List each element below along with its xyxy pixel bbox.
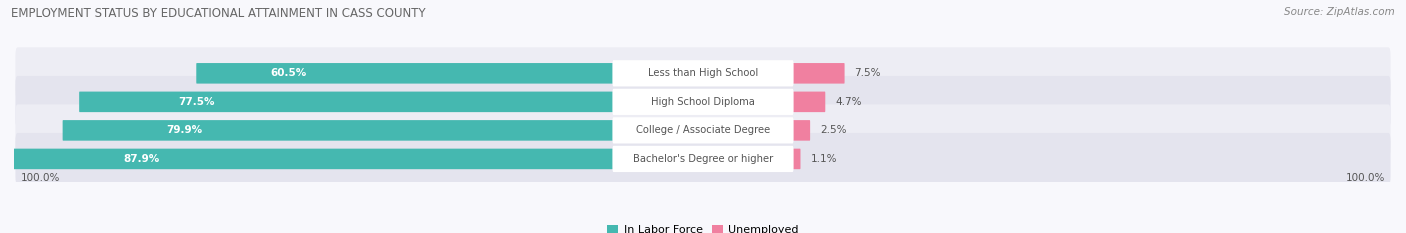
Text: 77.5%: 77.5% [179, 97, 215, 107]
FancyBboxPatch shape [792, 63, 845, 84]
FancyBboxPatch shape [63, 120, 614, 141]
Text: 7.5%: 7.5% [855, 68, 882, 78]
Text: EMPLOYMENT STATUS BY EDUCATIONAL ATTAINMENT IN CASS COUNTY: EMPLOYMENT STATUS BY EDUCATIONAL ATTAINM… [11, 7, 426, 20]
FancyBboxPatch shape [197, 63, 614, 84]
FancyBboxPatch shape [792, 149, 800, 169]
FancyBboxPatch shape [15, 104, 1391, 156]
FancyBboxPatch shape [15, 47, 1391, 99]
FancyBboxPatch shape [79, 92, 614, 112]
Text: 1.1%: 1.1% [810, 154, 837, 164]
FancyBboxPatch shape [613, 117, 793, 144]
Text: 2.5%: 2.5% [820, 125, 846, 135]
Text: 4.7%: 4.7% [835, 97, 862, 107]
FancyBboxPatch shape [792, 120, 810, 141]
FancyBboxPatch shape [7, 149, 614, 169]
Text: 87.9%: 87.9% [122, 154, 159, 164]
Text: Less than High School: Less than High School [648, 68, 758, 78]
FancyBboxPatch shape [613, 60, 793, 86]
Text: 60.5%: 60.5% [270, 68, 307, 78]
Text: 100.0%: 100.0% [21, 173, 60, 183]
Text: Bachelor's Degree or higher: Bachelor's Degree or higher [633, 154, 773, 164]
Text: 79.9%: 79.9% [166, 125, 202, 135]
FancyBboxPatch shape [15, 133, 1391, 185]
FancyBboxPatch shape [613, 146, 793, 172]
Text: High School Diploma: High School Diploma [651, 97, 755, 107]
FancyBboxPatch shape [15, 76, 1391, 128]
Text: College / Associate Degree: College / Associate Degree [636, 125, 770, 135]
FancyBboxPatch shape [613, 89, 793, 115]
Text: Source: ZipAtlas.com: Source: ZipAtlas.com [1284, 7, 1395, 17]
FancyBboxPatch shape [792, 92, 825, 112]
Legend: In Labor Force, Unemployed: In Labor Force, Unemployed [607, 225, 799, 233]
Text: 100.0%: 100.0% [1346, 173, 1385, 183]
